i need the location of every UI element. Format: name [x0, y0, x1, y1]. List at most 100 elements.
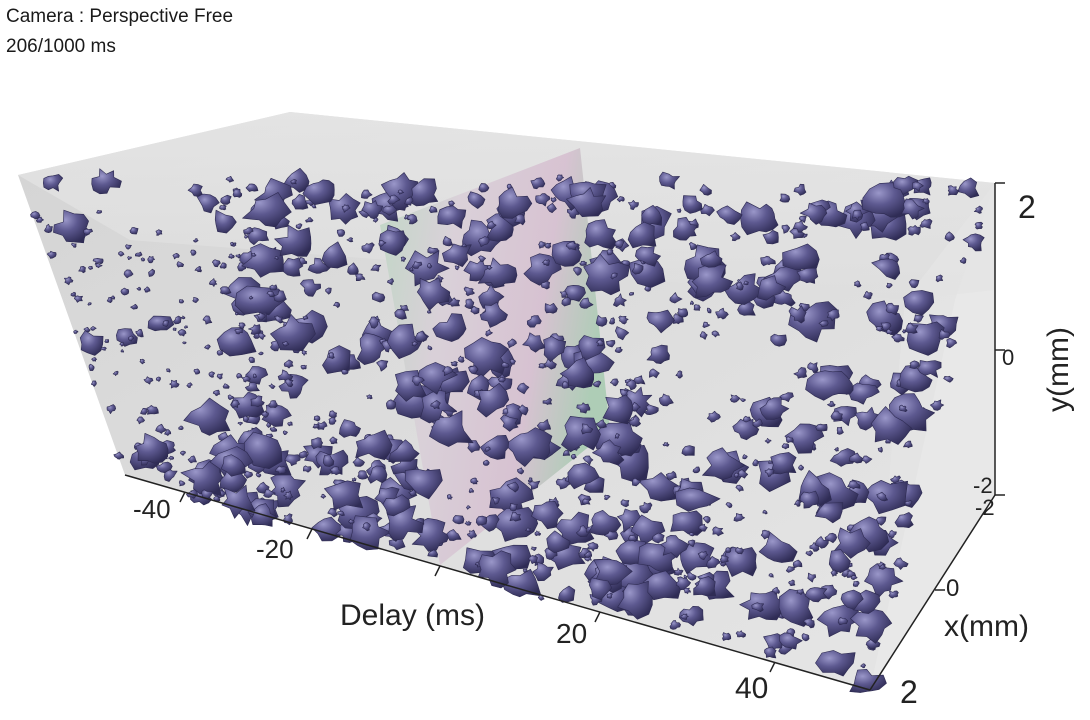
isosurface-fragment — [689, 532, 695, 537]
isosurface-fragment — [328, 352, 335, 359]
isosurface-fragment — [230, 241, 235, 247]
isosurface-fragment — [814, 502, 844, 524]
isosurface-fragment — [193, 238, 199, 243]
isosurface-fragment — [662, 442, 670, 447]
isosurface-fragment — [190, 249, 197, 256]
isosurface-fragment — [935, 274, 944, 283]
isosurface-fragment — [250, 395, 265, 408]
isosurface-fragment — [509, 358, 516, 365]
isosurface-fragment — [148, 268, 155, 277]
isosurface-fragment — [516, 382, 530, 395]
isosurface-fragment — [196, 193, 220, 214]
isosurface-fragment — [136, 286, 142, 291]
isosurface-fragment — [768, 573, 774, 578]
isosurface-fragment — [127, 256, 132, 260]
isosurface-fragment — [346, 237, 354, 243]
isosurface-fragment — [959, 257, 967, 264]
isosurface-fragment — [947, 185, 960, 196]
isosurface-fragment — [530, 177, 546, 190]
isosurface-fragment — [759, 397, 790, 420]
isosurface-fragment — [885, 302, 899, 316]
isosurface-fragment — [491, 497, 500, 505]
isosurface-fragment — [427, 309, 432, 314]
isosurface-fragment — [693, 576, 716, 597]
isosurface-fragment — [467, 440, 481, 453]
isosurface-fragment — [96, 209, 103, 214]
isosurface-fragment — [805, 550, 814, 557]
isosurface-fragment — [702, 516, 711, 524]
isosurface-fragment — [409, 178, 439, 207]
isosurface-fragment — [243, 227, 254, 235]
isosurface-fragment — [762, 230, 779, 245]
isosurface-fragment — [903, 290, 935, 316]
isosurface-fragment — [877, 446, 883, 453]
isosurface-fragment — [214, 209, 237, 234]
isosurface-fragment — [470, 306, 480, 315]
isosurface-fragment — [91, 357, 98, 362]
isosurface-fragment — [878, 563, 887, 570]
isosurface-fragment — [692, 466, 701, 474]
isosurface-fragment — [901, 198, 925, 220]
isosurface-fragment — [527, 477, 533, 483]
isosurface-fragment — [627, 221, 657, 249]
isosurface-fragment — [564, 285, 586, 302]
isosurface-fragment — [322, 454, 335, 467]
isosurface-fragment — [593, 559, 633, 586]
isosurface-fragment — [544, 242, 552, 249]
isosurface-fragment — [699, 331, 708, 340]
isosurface-fragment — [261, 410, 269, 418]
isosurface-fragment — [522, 332, 547, 353]
isosurface-fragment — [404, 196, 414, 206]
isosurface-fragment — [95, 263, 103, 269]
isosurface-fragment — [542, 397, 552, 405]
isosurface-fragment — [526, 315, 542, 328]
isosurface-fragment — [268, 383, 276, 389]
isosurface-fragment — [73, 329, 79, 335]
isosurface-fragment — [815, 650, 856, 677]
isosurface-fragment — [850, 574, 858, 580]
isosurface-fragment — [628, 200, 639, 210]
isosurface-fragment — [799, 490, 820, 509]
isosurface-fragment — [629, 292, 634, 296]
isosurface-fragment — [266, 422, 271, 428]
isosurface-fragment — [268, 400, 278, 408]
isosurface-fragment — [523, 253, 562, 286]
delay-tick-label: 20 — [556, 618, 587, 649]
isosurface-fragment — [886, 328, 894, 335]
isosurface-fragment — [779, 193, 791, 203]
isosurface-fragment — [225, 176, 234, 183]
isosurface-fragment — [248, 295, 254, 300]
isosurface-fragment — [430, 400, 441, 410]
isosurface-fragment — [603, 530, 619, 541]
isosurface-fragment — [837, 617, 849, 626]
isosurface-fragment — [387, 194, 401, 205]
isosurface-fragment — [700, 250, 723, 268]
isosurface-fragment — [860, 663, 866, 669]
isosurface-fragment — [525, 527, 531, 532]
isosurface-fragment — [805, 370, 855, 401]
isosurface-fragment — [614, 433, 620, 439]
isosurface-fragment — [106, 297, 113, 303]
isosurface-fragment — [181, 315, 186, 320]
isosurface-fragment — [758, 532, 798, 563]
isosurface-fragment — [284, 378, 294, 388]
isosurface-fragment — [891, 333, 905, 343]
isosurface-fragment — [770, 452, 797, 475]
isosurface-fragment — [899, 364, 933, 393]
isosurface-fragment — [123, 269, 134, 279]
isosurface-fragment — [312, 423, 320, 429]
isosurface-fragment — [944, 231, 955, 242]
isosurface-fragment — [903, 440, 913, 449]
isosurface-fragment — [427, 549, 438, 558]
isosurface-fragment — [974, 221, 984, 230]
x-tick-label: 2 — [900, 674, 918, 710]
isosurface-fragment — [779, 392, 794, 402]
isosurface-fragment — [827, 401, 836, 408]
isosurface-fragment — [184, 325, 188, 329]
isosurface-fragment — [576, 525, 591, 537]
isosurface-fragment — [478, 183, 490, 193]
isosurface-fragment — [404, 468, 443, 500]
isosurface-fragment — [411, 261, 423, 269]
isosurface-fragment — [156, 461, 173, 474]
